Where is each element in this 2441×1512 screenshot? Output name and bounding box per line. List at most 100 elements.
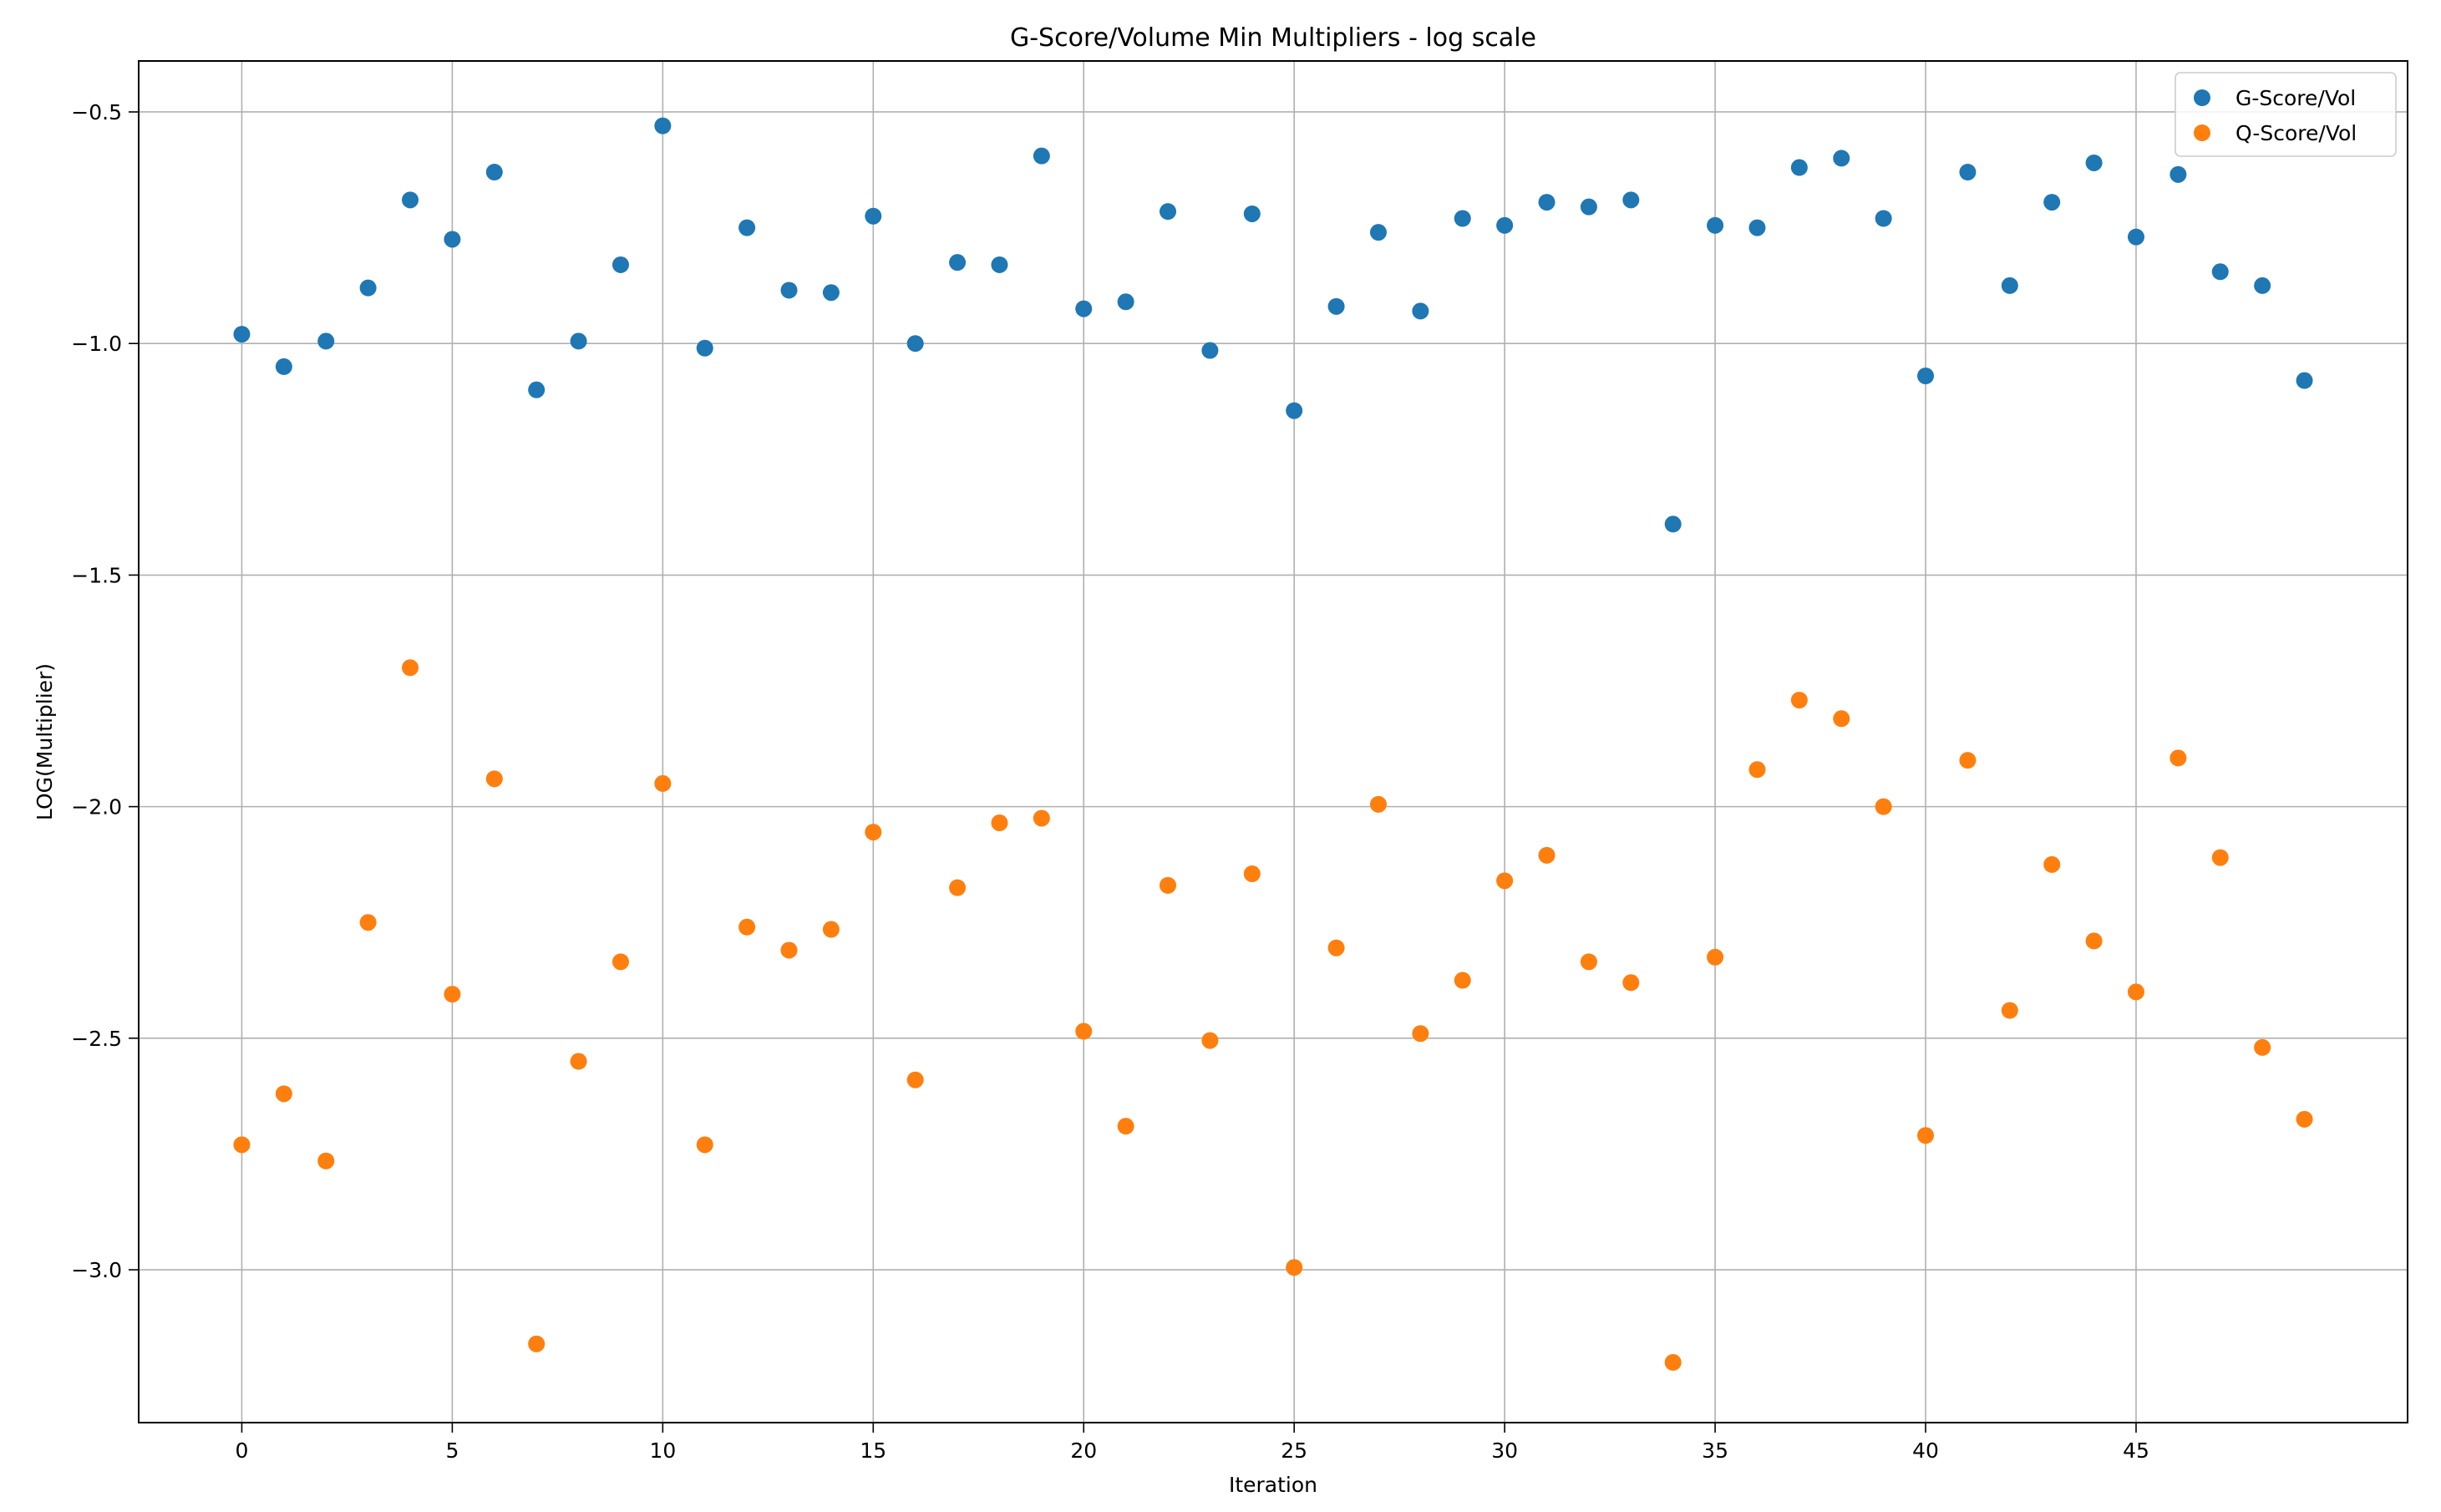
y-tick-label: −1.5: [71, 563, 122, 587]
data-point: [654, 774, 672, 792]
x-tick-label: 5: [445, 1438, 459, 1463]
data-point: [822, 921, 840, 938]
data-point: [233, 1136, 251, 1154]
x-tick-label: 10: [649, 1438, 676, 1463]
data-point: [1833, 150, 1850, 167]
legend-marker: [2194, 89, 2210, 106]
data-point: [822, 284, 840, 302]
data-point: [2085, 154, 2103, 171]
data-point: [1454, 972, 1471, 989]
x-tick-label: 35: [1702, 1438, 1728, 1463]
data-point: [1117, 1118, 1134, 1135]
data-point: [1327, 297, 1345, 315]
data-point: [1369, 224, 1387, 241]
series-g-score-vol: [233, 117, 2313, 533]
y-axis-ticks: −3.0 −2.5 −2.0 −1.5 −1.0 −0.5: [71, 100, 139, 1282]
data-point: [1243, 205, 1261, 222]
data-point: [1622, 974, 1640, 992]
data-point: [2001, 1002, 2018, 1019]
y-tick-label: −2.5: [71, 1027, 122, 1051]
data-point: [1664, 515, 1682, 533]
y-tick-label: −1.0: [71, 332, 122, 356]
y-tick-label: −2.0: [71, 795, 122, 819]
data-point: [1075, 1022, 1093, 1040]
data-point: [949, 254, 967, 271]
data-point: [1622, 191, 1640, 209]
data-point: [402, 659, 419, 677]
data-point: [738, 219, 756, 236]
data-point: [402, 191, 419, 209]
data-point: [906, 1071, 924, 1088]
chart-title: G-Score/Volume Min Multipliers - log sca…: [1010, 23, 1536, 53]
data-point: [233, 326, 251, 343]
data-point: [275, 1085, 292, 1103]
data-point: [485, 770, 503, 788]
data-point: [865, 824, 882, 841]
data-point: [1959, 164, 1977, 181]
data-point: [570, 1053, 587, 1070]
data-point: [1327, 939, 1345, 956]
y-tick-label: −3.0: [71, 1258, 122, 1282]
legend-box: [2175, 72, 2397, 157]
data-point: [2254, 277, 2271, 294]
data-point: [275, 358, 292, 375]
data-point: [1580, 953, 1597, 971]
x-axis-label: Iteration: [1229, 1473, 1317, 1497]
data-point: [1286, 1259, 1303, 1276]
data-point: [1580, 198, 1597, 216]
data-point: [2127, 228, 2144, 246]
data-point: [1160, 203, 1177, 221]
data-point: [570, 332, 587, 350]
data-point: [2169, 749, 2187, 767]
y-tick-label: −0.5: [71, 100, 122, 124]
data-point: [1538, 194, 1555, 211]
data-point: [485, 164, 503, 181]
data-point: [1833, 710, 1850, 728]
legend: G-Score/Vol Q-Score/Vol: [2175, 72, 2397, 157]
x-tick-label: 15: [860, 1438, 886, 1463]
x-tick-label: 0: [236, 1438, 249, 1463]
data-point: [1748, 761, 1766, 779]
data-point: [2254, 1038, 2271, 1056]
data-point: [2085, 932, 2103, 950]
data-point: [1454, 210, 1471, 227]
data-point: [696, 1136, 713, 1154]
data-point: [359, 279, 377, 297]
data-point: [444, 231, 461, 248]
data-point: [444, 986, 461, 1003]
x-tick-label: 45: [2123, 1438, 2149, 1463]
data-point: [1917, 1127, 1935, 1144]
data-point: [780, 282, 798, 299]
data-point: [1875, 210, 1892, 227]
data-point: [1496, 216, 1514, 234]
data-point: [2001, 277, 2018, 294]
plot-frame: [138, 60, 2408, 1423]
data-point: [1033, 147, 1050, 165]
data-point: [780, 941, 798, 959]
data-point: [528, 1335, 546, 1352]
data-point: [1075, 300, 1093, 317]
data-point: [2296, 372, 2313, 389]
data-point: [1286, 402, 1303, 419]
data-point: [865, 207, 882, 225]
data-point: [1790, 159, 1808, 176]
data-point: [1875, 798, 1892, 815]
data-point: [1033, 809, 1050, 827]
x-tick-label: 30: [1491, 1438, 1518, 1463]
series-q-score-vol: [233, 659, 2313, 1371]
data-point: [1917, 368, 1935, 385]
data-point: [1959, 752, 1977, 769]
data-point: [1160, 876, 1177, 894]
data-point: [2169, 165, 2187, 183]
data-point: [1707, 948, 1724, 966]
data-point: [949, 879, 967, 896]
data-point: [1117, 293, 1134, 311]
x-axis-ticks: 0 5 10 15 20 25 30 35 40 45: [236, 1423, 2149, 1463]
legend-label: G-Score/Vol: [2235, 86, 2356, 110]
data-point: [1664, 1353, 1682, 1371]
legend-marker: [2194, 124, 2210, 141]
data-point: [1748, 219, 1766, 236]
data-point: [991, 256, 1008, 273]
